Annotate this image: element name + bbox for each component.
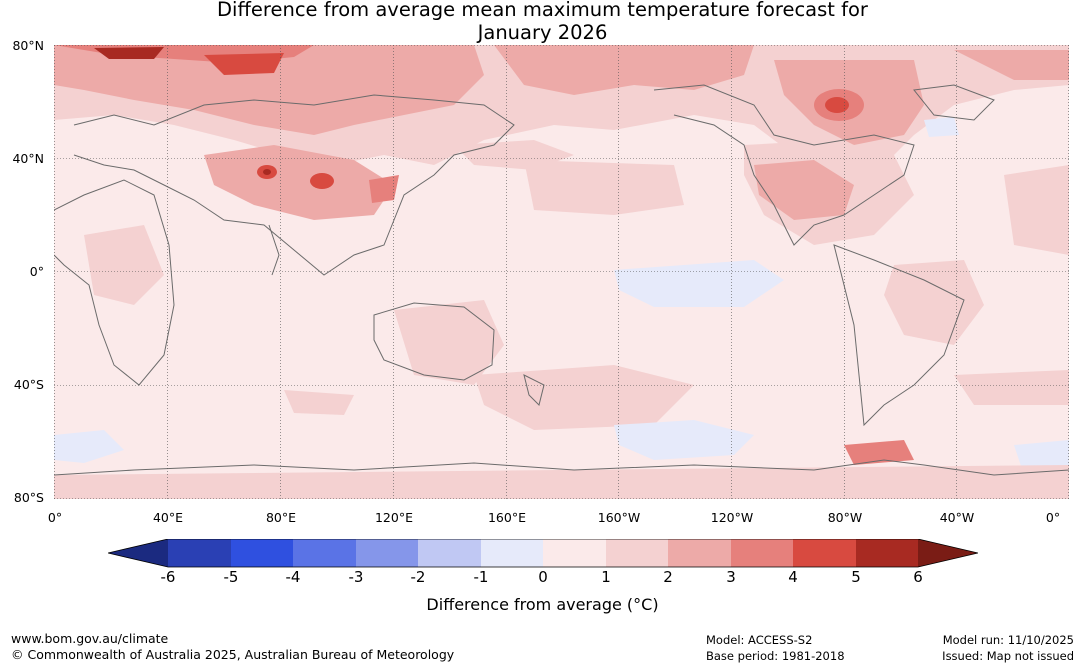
colorbar-bin-12 (856, 539, 918, 567)
lon-label-40w: 40°W (939, 510, 975, 525)
footer-base-period: Base period: 1981-2018 (706, 649, 845, 663)
anomaly-regions (54, 45, 1069, 499)
lon-label-160w: 160°W (597, 510, 641, 525)
australia-light (394, 300, 504, 385)
southern-ocean-cool-1 (614, 420, 754, 460)
arctic-very-hot (94, 47, 164, 59)
coastlines (54, 84, 1069, 476)
greenland-warm (954, 50, 1069, 80)
south-pacific-light (474, 365, 694, 430)
cbar-tick-1: 1 (601, 568, 611, 586)
lon-label-80e: 80°E (265, 510, 297, 525)
cbar-tick-m4: -4 (285, 568, 301, 586)
cbar-tick-m1: -1 (473, 568, 489, 586)
coast-south-america (833, 244, 965, 427)
colorbar-label: Difference from average (°C) (426, 595, 659, 614)
colorbar-bin-8 (606, 539, 668, 567)
antarctic-peninsula-warm (844, 440, 914, 465)
footer-website: www.bom.gov.au/climate (11, 631, 169, 646)
coast-india (268, 224, 280, 276)
south-atlantic-light (954, 370, 1069, 405)
southern-ocean-cool-2 (54, 430, 124, 463)
coast-australia (373, 302, 495, 381)
colorbar-bin-7 (543, 539, 606, 567)
title-line-2: January 2026 (477, 21, 608, 44)
colorbar-bin-3 (293, 539, 356, 567)
central-asia-warm (204, 145, 394, 220)
lon-label-160e: 160°E (487, 510, 526, 525)
usa-warm (754, 160, 854, 220)
coast-antarctica (54, 459, 1069, 476)
colorbar-bin-1 (168, 539, 231, 567)
lat-label-40n: 40°N (12, 151, 44, 166)
map-title: Difference from average mean maximum tem… (0, 0, 1085, 44)
colorbar-bin-9 (668, 539, 731, 567)
title-line-1: Difference from average mean maximum tem… (217, 0, 868, 21)
lon-label-40e: 40°E (152, 510, 184, 525)
forecast-map-svg (54, 45, 1069, 499)
lon-label-80w: 80°W (827, 510, 863, 525)
footer-copyright: © Commonwealth of Australia 2025, Austra… (11, 647, 455, 662)
cbar-tick-2: 2 (663, 568, 673, 586)
lat-label-80n: 80°N (12, 38, 44, 53)
coast-africa (54, 179, 175, 386)
colorbar (108, 539, 978, 568)
lon-label-0: 0° (47, 510, 63, 525)
cbar-tick-4: 4 (788, 568, 798, 586)
cbar-tick-6: 6 (913, 568, 923, 586)
colorbar-bin-6 (481, 539, 543, 567)
coast-new-zealand (523, 374, 545, 406)
cbar-tick-3: 3 (726, 568, 736, 586)
tibet-hot-2 (310, 173, 334, 189)
tibet-core-1 (263, 169, 271, 175)
eurasia-warm (54, 45, 484, 135)
cbar-tick-m6: -6 (160, 568, 176, 586)
cbar-tick-m5: -5 (223, 568, 239, 586)
antarctic-light (54, 465, 1069, 499)
atlantic-cool (924, 117, 959, 137)
south-america-light (884, 260, 984, 345)
lon-label-120e: 120°E (374, 510, 413, 525)
siberia-warm (494, 45, 754, 95)
colorbar-bin-2 (231, 539, 293, 567)
colorbar-extend-high (918, 539, 978, 567)
arctic-hot-core (204, 53, 284, 75)
china-warm (369, 175, 399, 203)
colorbar-extend-low (108, 539, 168, 567)
hudson-hot-core (825, 97, 849, 113)
footer-model: Model: ACCESS-S2 (706, 633, 813, 647)
lat-label-equator: 0° (29, 264, 44, 279)
lat-label-40s: 40°S (13, 377, 44, 392)
cbar-tick-0: 0 (538, 568, 548, 586)
cbar-tick-m2: -2 (410, 568, 426, 586)
lon-label-120w: 120°W (710, 510, 754, 525)
atlantic-east-light (1004, 165, 1069, 255)
lon-label-0-east: 0° (1045, 510, 1061, 525)
colorbar-bin-5 (418, 539, 481, 567)
footer-issued: Issued: Map not issued (942, 649, 1074, 663)
indian-ocean-light (284, 390, 354, 415)
colorbar-outline (108, 539, 978, 568)
lat-label-80s: 80°S (13, 490, 44, 505)
cbar-tick-5: 5 (851, 568, 861, 586)
coast-north-america (653, 84, 915, 246)
cbar-tick-m3: -3 (348, 568, 364, 586)
africa-light (84, 225, 164, 305)
gridlines (54, 45, 1069, 499)
colorbar-bin-10 (731, 539, 793, 567)
coast-greenland (913, 84, 995, 121)
forecast-map (54, 45, 1069, 499)
footer-model-run: Model run: 11/10/2025 (942, 633, 1074, 647)
colorbar-bin-11 (793, 539, 856, 567)
colorbar-bin-4 (356, 539, 418, 567)
pacific-mid-light (524, 160, 684, 215)
coast-eurasia (73, 94, 515, 276)
